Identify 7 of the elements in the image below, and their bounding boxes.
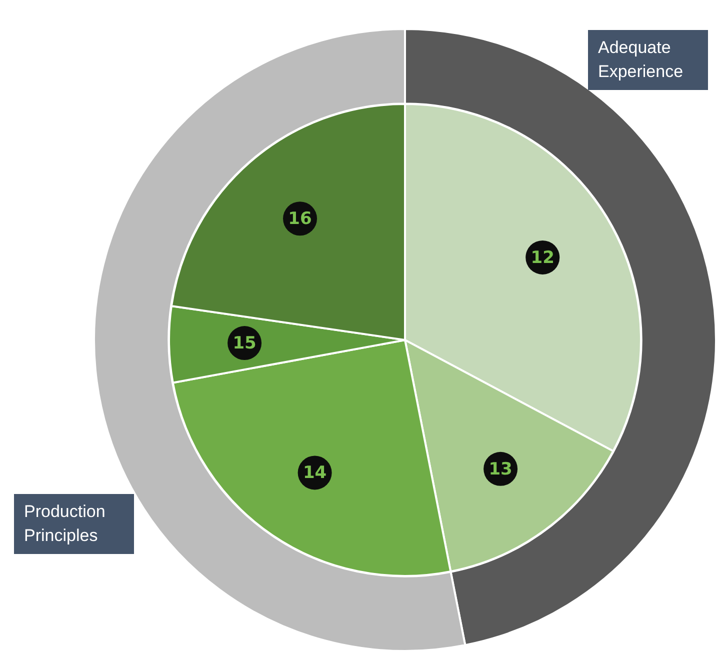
slice-label: Adequate Experience	[588, 30, 708, 90]
slice-label: 13	[488, 459, 512, 480]
slice-label: 16	[288, 209, 312, 230]
slice-label: 12	[530, 248, 554, 268]
slice-label: Production Principles	[14, 494, 134, 554]
slice-label: 15	[232, 333, 256, 354]
slice-label: 14	[302, 463, 327, 484]
